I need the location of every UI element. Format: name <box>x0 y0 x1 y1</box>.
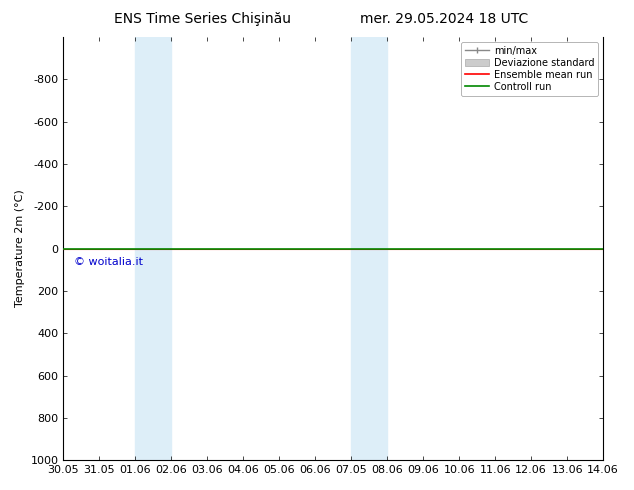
Y-axis label: Temperature 2m (°C): Temperature 2m (°C) <box>15 190 25 307</box>
Text: © woitalia.it: © woitalia.it <box>74 257 143 267</box>
Text: ENS Time Series Chişinău: ENS Time Series Chişinău <box>114 12 292 26</box>
Bar <box>136 37 171 460</box>
Text: mer. 29.05.2024 18 UTC: mer. 29.05.2024 18 UTC <box>359 12 528 26</box>
Bar <box>351 37 387 460</box>
Legend: min/max, Deviazione standard, Ensemble mean run, Controll run: min/max, Deviazione standard, Ensemble m… <box>461 42 598 96</box>
